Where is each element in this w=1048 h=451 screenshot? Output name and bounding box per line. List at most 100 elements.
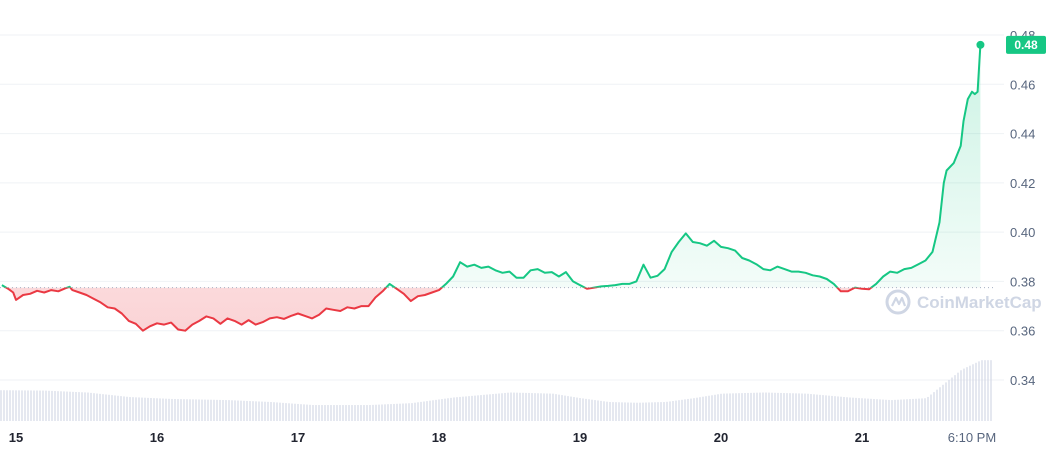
volume-bar — [315, 405, 317, 421]
volume-bar — [159, 398, 161, 421]
volume-bar — [750, 392, 752, 421]
volume-bar — [69, 391, 71, 421]
volume-bar — [330, 405, 332, 421]
x-tick-label: 20 — [714, 430, 728, 445]
volume-bar — [945, 382, 947, 421]
volume-bar — [675, 400, 677, 421]
volume-bar — [564, 395, 566, 421]
volume-bar — [90, 392, 92, 421]
volume-bar — [264, 401, 266, 421]
volume-bar — [189, 399, 191, 421]
volume-bars — [0, 360, 992, 421]
volume-bar — [411, 403, 413, 421]
volume-bar — [300, 404, 302, 421]
volume-bar — [321, 405, 323, 421]
volume-bar — [870, 398, 872, 421]
volume-bar — [804, 393, 806, 421]
volume-bar — [597, 400, 599, 421]
volume-bar — [141, 397, 143, 421]
volume-bar — [744, 393, 746, 421]
volume-bar — [843, 396, 845, 421]
volume-bar — [135, 397, 137, 421]
volume-bar — [582, 398, 584, 421]
volume-bar — [231, 400, 233, 421]
volume-bar — [327, 405, 329, 421]
volume-bar — [924, 398, 926, 421]
volume-bar — [900, 399, 902, 421]
volume-bar — [129, 397, 131, 421]
volume-bar — [426, 401, 428, 421]
volume-bar — [156, 398, 158, 421]
volume-bar — [498, 393, 500, 421]
volume-bar — [15, 390, 17, 421]
volume-bar — [444, 398, 446, 421]
volume-bar — [678, 400, 680, 421]
volume-bar — [195, 399, 197, 421]
volume-bar — [921, 398, 923, 421]
volume-bar — [795, 393, 797, 421]
volume-bar — [255, 401, 257, 421]
volume-bar — [672, 401, 674, 421]
volume-bar — [9, 390, 11, 421]
volume-bar — [249, 401, 251, 421]
volume-bar — [12, 390, 14, 421]
volume-bar — [27, 390, 29, 421]
volume-bar — [669, 401, 671, 421]
volume-bar — [810, 394, 812, 421]
volume-bar — [825, 395, 827, 421]
volume-bar — [351, 405, 353, 421]
volume-bar — [258, 401, 260, 421]
volume-bar — [600, 400, 602, 421]
volume-bar — [501, 393, 503, 421]
volume-bar — [888, 399, 890, 421]
volume-bar — [927, 396, 929, 421]
x-tick-label: 16 — [150, 430, 164, 445]
volume-bar — [357, 405, 359, 421]
volume-bar — [465, 396, 467, 421]
volume-bar — [72, 391, 74, 421]
volume-bar — [150, 398, 152, 421]
volume-bar — [324, 405, 326, 421]
volume-bar — [354, 405, 356, 421]
volume-bar — [429, 400, 431, 421]
volume-bar — [765, 392, 767, 421]
volume-bar — [789, 393, 791, 421]
volume-bar — [54, 391, 56, 421]
volume-bar — [276, 402, 278, 421]
volume-bar — [957, 372, 959, 421]
volume-bar — [453, 397, 455, 421]
volume-bar — [423, 401, 425, 421]
volume-bar — [507, 392, 509, 421]
volume-bar — [648, 402, 650, 421]
volume-bar — [801, 393, 803, 421]
volume-bar — [309, 404, 311, 421]
volume-bar — [759, 392, 761, 421]
volume-bar — [594, 400, 596, 421]
volume-bar — [840, 396, 842, 421]
volume-bar — [297, 403, 299, 421]
y-axis-ticks: 0.48 0.46 0.44 0.42 0.40 0.38 0.36 0.34 — [1010, 28, 1035, 388]
volume-bar — [114, 395, 116, 421]
volume-bar — [573, 397, 575, 421]
volume-bar — [876, 399, 878, 421]
volume-bar — [741, 393, 743, 421]
volume-bar — [906, 399, 908, 421]
volume-bar — [558, 394, 560, 421]
x-axis-ticks: 15 16 17 18 19 20 21 6:10 PM — [9, 430, 996, 445]
volume-bar — [609, 402, 611, 421]
volume-bar — [615, 402, 617, 421]
volume-bar — [336, 405, 338, 421]
volume-bar — [153, 398, 155, 421]
volume-bar — [822, 395, 824, 421]
volume-bar — [663, 402, 665, 421]
volume-bar — [798, 393, 800, 421]
volume-bar — [33, 390, 35, 421]
volume-bar — [579, 398, 581, 421]
current-price-dot — [976, 40, 985, 49]
volume-bar — [312, 405, 314, 421]
volume-bar — [243, 400, 245, 421]
volume-bar — [387, 404, 389, 421]
volume-bar — [144, 397, 146, 421]
volume-bar — [612, 402, 614, 421]
volume-bar — [99, 393, 101, 421]
